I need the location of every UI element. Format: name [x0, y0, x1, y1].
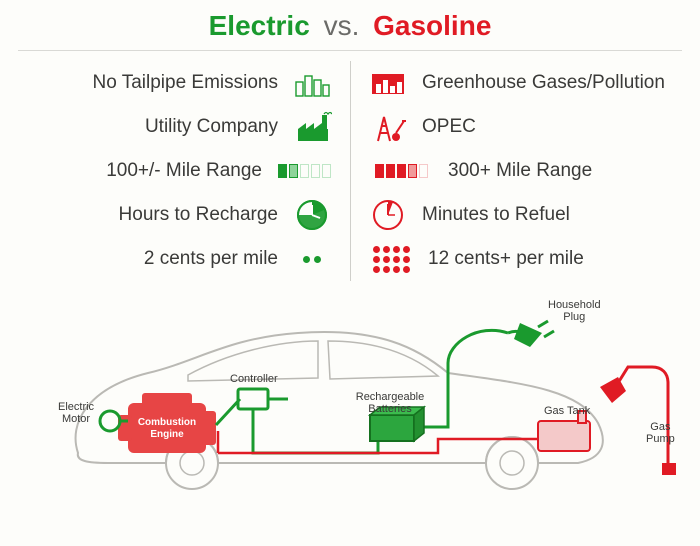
- oil-rig-icon: [366, 109, 410, 145]
- label-utility: Utility Company: [145, 116, 278, 138]
- label-batteries: RechargeableBatteries: [350, 391, 430, 415]
- label-emissions: No Tailpipe Emissions: [92, 72, 278, 94]
- range-long-icon: [366, 153, 436, 189]
- factory-icon: [290, 109, 334, 145]
- label-plug: HouseholdPlug: [548, 299, 601, 323]
- row-cost-gas: 12 cents+ per mile: [350, 237, 682, 281]
- row-opec: OPEC: [350, 105, 682, 149]
- pollution-icon: [366, 65, 410, 101]
- clock-minutes-icon: [366, 197, 410, 233]
- city-icon: [290, 65, 334, 101]
- label-refuel: Minutes to Refuel: [422, 204, 570, 226]
- gasoline-column: Greenhouse Gases/Pollution OPEC: [350, 61, 682, 281]
- row-refuel: Minutes to Refuel: [350, 193, 682, 237]
- title-vs: vs.: [324, 10, 360, 41]
- label-recharge: Hours to Recharge: [119, 204, 278, 226]
- page-title: Electric vs. Gasoline: [0, 10, 700, 42]
- label-range-gas: 300+ Mile Range: [448, 160, 592, 182]
- row-pollution: Greenhouse Gases/Pollution: [350, 61, 682, 105]
- label-gaspump: GasPump: [646, 421, 675, 445]
- range-short-icon: [274, 153, 334, 189]
- car-diagram: Combustion Engine: [18, 293, 682, 511]
- dots-2-icon: [290, 241, 334, 277]
- divider-top: [18, 50, 682, 51]
- label-pollution: Greenhouse Gases/Pollution: [422, 72, 665, 94]
- label-gastank: Gas Tank: [544, 405, 590, 417]
- label-cost-gas: 12 cents+ per mile: [428, 248, 584, 270]
- vertical-separator: [350, 61, 351, 281]
- label-opec: OPEC: [422, 116, 476, 138]
- row-utility: Utility Company: [18, 105, 350, 149]
- electric-column: No Tailpipe Emissions Utility Company: [18, 61, 350, 281]
- label-controller: Controller: [230, 373, 278, 385]
- label-cost-electric: 2 cents per mile: [144, 248, 278, 270]
- row-emissions: No Tailpipe Emissions: [18, 61, 350, 105]
- row-recharge: Hours to Recharge: [18, 193, 350, 237]
- title-electric: Electric: [209, 10, 310, 41]
- svg-text:Combustion: Combustion: [138, 417, 196, 428]
- label-electric-motor: ElectricMotor: [58, 401, 94, 425]
- svg-text:Engine: Engine: [150, 429, 184, 440]
- clock-hours-icon: [290, 197, 334, 233]
- row-range-electric: 100+/- Mile Range: [18, 149, 350, 193]
- label-range-electric: 100+/- Mile Range: [106, 160, 262, 182]
- dots-12-icon: [366, 241, 416, 277]
- row-cost-electric: 2 cents per mile: [18, 237, 350, 281]
- title-gasoline: Gasoline: [373, 10, 491, 41]
- comparison-table: No Tailpipe Emissions Utility Company: [18, 61, 682, 281]
- row-range-gas: 300+ Mile Range: [350, 149, 682, 193]
